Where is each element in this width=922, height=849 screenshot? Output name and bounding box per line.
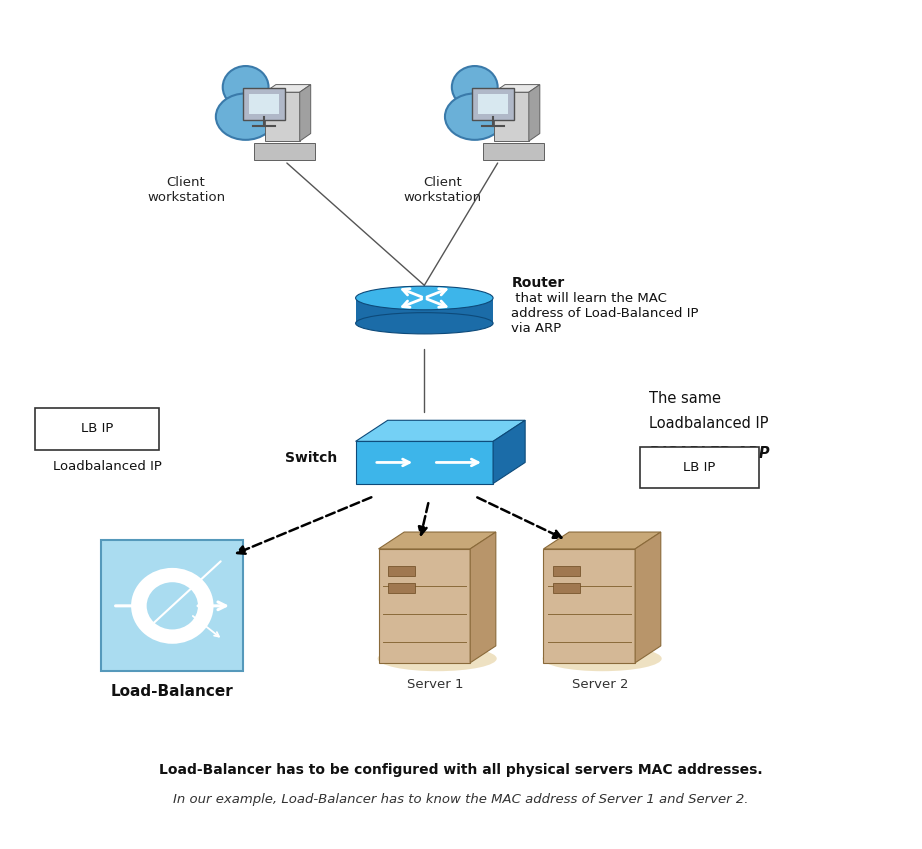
FancyBboxPatch shape (101, 541, 243, 672)
FancyBboxPatch shape (387, 565, 415, 576)
Text: Client
workstation: Client workstation (147, 176, 225, 204)
Text: Load-Balancer: Load-Balancer (111, 684, 233, 700)
Polygon shape (356, 441, 493, 484)
FancyBboxPatch shape (483, 143, 544, 160)
Ellipse shape (356, 312, 493, 334)
Text: Server 1: Server 1 (408, 678, 464, 690)
Text: Client
workstation: Client workstation (404, 176, 481, 204)
Text: Router: Router (512, 276, 564, 290)
Text: Server 2: Server 2 (572, 678, 629, 690)
Polygon shape (356, 298, 493, 323)
Circle shape (131, 568, 214, 644)
Polygon shape (494, 85, 539, 93)
Polygon shape (265, 93, 300, 141)
Text: Loadbalanced IP: Loadbalanced IP (649, 416, 768, 431)
Text: Loadbalanced IP: Loadbalanced IP (53, 460, 162, 473)
FancyBboxPatch shape (387, 582, 415, 593)
Circle shape (223, 66, 268, 108)
Text: LB IP: LB IP (683, 461, 715, 474)
FancyBboxPatch shape (242, 88, 285, 120)
Polygon shape (300, 85, 311, 141)
Polygon shape (379, 549, 470, 663)
Polygon shape (635, 532, 661, 663)
Text: The same: The same (649, 391, 721, 406)
Text: that will learn the MAC
address of Load-Balanced IP
via ARP: that will learn the MAC address of Load-… (512, 292, 699, 335)
Polygon shape (543, 532, 661, 549)
Polygon shape (265, 85, 311, 93)
FancyBboxPatch shape (479, 94, 508, 114)
Polygon shape (543, 549, 635, 663)
FancyBboxPatch shape (249, 94, 278, 114)
Polygon shape (529, 85, 539, 141)
Polygon shape (379, 532, 496, 549)
Text: DISABLED ARP: DISABLED ARP (649, 446, 770, 461)
Text: LB IP: LB IP (80, 422, 112, 436)
FancyBboxPatch shape (472, 88, 514, 120)
Ellipse shape (378, 646, 497, 672)
FancyBboxPatch shape (254, 143, 315, 160)
Polygon shape (356, 420, 526, 441)
FancyBboxPatch shape (552, 582, 580, 593)
Text: Switch: Switch (285, 451, 337, 465)
FancyBboxPatch shape (640, 447, 759, 488)
FancyBboxPatch shape (552, 565, 580, 576)
Ellipse shape (445, 93, 504, 140)
Ellipse shape (216, 93, 276, 140)
Text: In our example, Load-Balancer has to know the MAC address of Server 1 and Server: In our example, Load-Balancer has to kno… (173, 793, 749, 807)
Ellipse shape (356, 286, 493, 310)
Ellipse shape (542, 646, 662, 672)
Polygon shape (494, 93, 529, 141)
Circle shape (452, 66, 498, 108)
FancyBboxPatch shape (35, 408, 159, 450)
Polygon shape (470, 532, 496, 663)
Circle shape (147, 582, 198, 629)
Polygon shape (493, 420, 526, 484)
Text: Load-Balancer has to be configured with all physical servers MAC addresses.: Load-Balancer has to be configured with … (160, 763, 762, 778)
